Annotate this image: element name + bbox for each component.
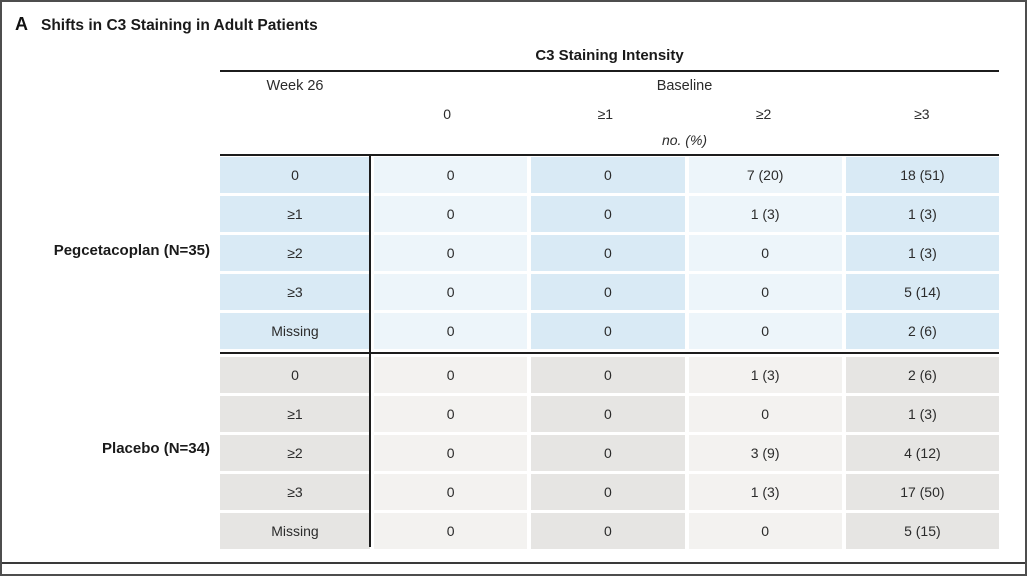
data-grid: 0 0 0 7 (20) 18 (51) ≥1 0 0 1 (3) 1 (3) …: [220, 157, 999, 549]
table-cell: 0: [531, 357, 685, 393]
group-label-placebo: Placebo (N=34): [102, 440, 210, 457]
table-row: ≥3 0 0 0 5 (14): [220, 274, 999, 310]
table-cell: 2 (6): [845, 357, 999, 393]
table-cell: 0: [688, 235, 842, 271]
panel-title-text: Shifts in C3 Staining in Adult Patients: [41, 17, 318, 34]
table-cell: 0: [688, 274, 842, 310]
table-cell: 0: [688, 313, 842, 349]
column-headers: 0 ≥1 ≥2 ≥3: [370, 106, 999, 122]
table-cell: 1 (3): [688, 196, 842, 232]
table-cell: 1 (3): [845, 235, 999, 271]
table-cell: 0: [374, 513, 528, 549]
col-axis-label: Baseline: [656, 78, 713, 94]
table-cell: 0: [688, 513, 842, 549]
group-label-pegcetacoplan: Pegcetacoplan (N=35): [53, 242, 210, 259]
table-cell: 0: [374, 274, 528, 310]
table-cell: 0: [531, 396, 685, 432]
row-label: ≥1: [220, 196, 370, 232]
table-cell: 4 (12): [845, 435, 999, 471]
table-cell: 1 (3): [845, 196, 999, 232]
table-cell: 1 (3): [845, 396, 999, 432]
col-header-0: 0: [443, 106, 452, 122]
next-panel-top-rule: [2, 562, 1025, 564]
table-cell: 0: [531, 196, 685, 232]
table-cell: 1 (3): [688, 357, 842, 393]
table-cell: 0: [531, 474, 685, 510]
col-header-1: ≥1: [597, 106, 614, 122]
row-label: ≥3: [220, 474, 370, 510]
row-label: 0: [220, 157, 370, 193]
table-cell: 0: [688, 396, 842, 432]
table-row: ≥3 0 0 1 (3) 17 (50): [220, 474, 999, 510]
label-column-divider: [369, 155, 371, 547]
row-label: Missing: [220, 513, 370, 549]
table-header: C3 Staining Intensity: [535, 47, 684, 64]
table-cell: 0: [531, 435, 685, 471]
table-cell: 0: [374, 474, 528, 510]
table-cell: 2 (6): [845, 313, 999, 349]
table-cell: 0: [531, 157, 685, 193]
group-pegcetacoplan: 0 0 0 7 (20) 18 (51) ≥1 0 0 1 (3) 1 (3) …: [220, 157, 999, 349]
unit-note: no. (%): [661, 132, 708, 148]
row-label: ≥2: [220, 435, 370, 471]
table-cell: 0: [531, 274, 685, 310]
row-label: ≥3: [220, 274, 370, 310]
table-cell: 7 (20): [688, 157, 842, 193]
table-cell: 0: [531, 235, 685, 271]
row-label: ≥1: [220, 396, 370, 432]
table-row: ≥2 0 0 0 1 (3): [220, 235, 999, 271]
table-cell: 0: [374, 396, 528, 432]
table-cell: 0: [531, 313, 685, 349]
table-row: 0 0 0 7 (20) 18 (51): [220, 157, 999, 193]
row-axis-label: Week 26: [266, 78, 324, 94]
panel-title: A Shifts in C3 Staining in Adult Patient…: [15, 14, 318, 35]
table-cell: 0: [374, 235, 528, 271]
table-row: ≥1 0 0 0 1 (3): [220, 396, 999, 432]
table-cell: 5 (15): [845, 513, 999, 549]
table-row: ≥2 0 0 3 (9) 4 (12): [220, 435, 999, 471]
data-top-rule: [220, 154, 999, 156]
table-cell: 0: [374, 357, 528, 393]
table-cell: 5 (14): [845, 274, 999, 310]
row-label: Missing: [220, 313, 370, 349]
header-rule: [220, 70, 999, 72]
table-cell: 0: [374, 313, 528, 349]
row-label: 0: [220, 357, 370, 393]
table-cell: 0: [531, 513, 685, 549]
table-cell: 0: [374, 157, 528, 193]
table-cell: 0: [374, 196, 528, 232]
col-header-3: ≥3: [914, 106, 930, 122]
col-header-2: ≥2: [755, 106, 772, 122]
panel-letter: A: [15, 14, 28, 34]
group-divider-rule: [220, 352, 999, 354]
table-row: 0 0 0 1 (3) 2 (6): [220, 357, 999, 393]
table-row: ≥1 0 0 1 (3) 1 (3): [220, 196, 999, 232]
table-cell: 18 (51): [845, 157, 999, 193]
table-cell: 1 (3): [688, 474, 842, 510]
table-cell: 17 (50): [845, 474, 999, 510]
row-label: ≥2: [220, 235, 370, 271]
table-cell: 3 (9): [688, 435, 842, 471]
group-placebo: 0 0 0 1 (3) 2 (6) ≥1 0 0 0 1 (3) ≥2 0 0 …: [220, 357, 999, 549]
table-row: Missing 0 0 0 5 (15): [220, 513, 999, 549]
table-row: Missing 0 0 0 2 (6): [220, 313, 999, 349]
table-cell: 0: [374, 435, 528, 471]
